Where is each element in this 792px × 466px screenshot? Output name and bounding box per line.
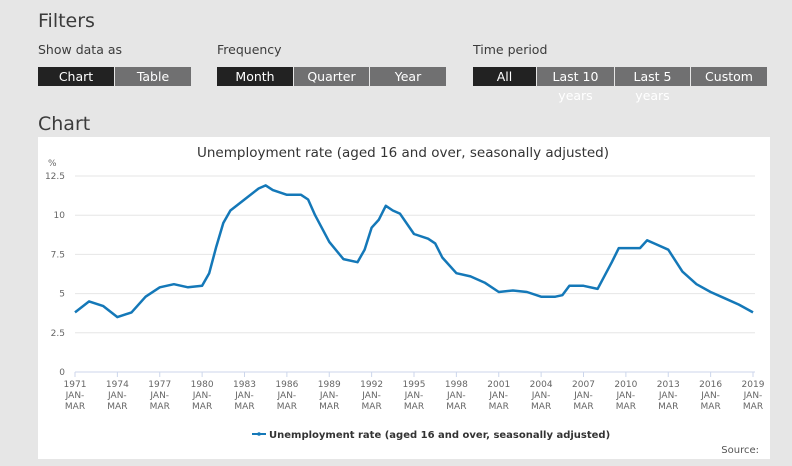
x-tick-sublabel: MAR bbox=[701, 402, 721, 412]
x-tick-label: 2004 bbox=[530, 380, 553, 390]
show-data-as-group: Chart Table bbox=[38, 67, 192, 86]
x-tick-label: 2007 bbox=[572, 380, 595, 390]
x-tick-sublabel: MAR bbox=[277, 402, 297, 412]
x-tick-sublabel: JAN- bbox=[700, 391, 720, 401]
x-tick-sublabel: JAN- bbox=[107, 391, 127, 401]
custom-button[interactable]: Custom bbox=[691, 67, 767, 86]
frequency-label: Frequency bbox=[217, 42, 282, 57]
x-tick-label: 1977 bbox=[148, 380, 171, 390]
x-tick-label: 1971 bbox=[64, 380, 87, 390]
month-button[interactable]: Month bbox=[217, 67, 293, 86]
x-tick-sublabel: JAN- bbox=[404, 391, 424, 401]
x-tick-label: 1989 bbox=[318, 380, 341, 390]
legend: Unemployment rate (aged 16 and over, sea… bbox=[252, 430, 610, 441]
chart-card: Unemployment rate (aged 16 and over, sea… bbox=[38, 137, 770, 459]
y-tick-label: 10 bbox=[54, 211, 66, 221]
x-tick-label: 1998 bbox=[445, 380, 468, 390]
y-axis-unit: % bbox=[48, 159, 57, 169]
x-tick-sublabel: MAR bbox=[489, 402, 509, 412]
chart-title: Unemployment rate (aged 16 and over, sea… bbox=[197, 145, 609, 161]
filters-heading: Filters bbox=[38, 10, 95, 32]
chart-view-button[interactable]: Chart bbox=[38, 67, 114, 86]
x-tick-sublabel: JAN- bbox=[488, 391, 508, 401]
y-tick-label: 12.5 bbox=[45, 172, 65, 182]
x-tick-label: 2016 bbox=[699, 380, 722, 390]
x-tick-sublabel: MAR bbox=[362, 402, 382, 412]
x-tick-sublabel: JAN- bbox=[743, 391, 763, 401]
x-tick-sublabel: MAR bbox=[658, 402, 678, 412]
x-tick-label: 1980 bbox=[191, 380, 214, 390]
x-tick-sublabel: JAN- bbox=[234, 391, 254, 401]
x-tick-sublabel: MAR bbox=[234, 402, 254, 412]
x-tick-sublabel: JAN- bbox=[573, 391, 593, 401]
x-tick-sublabel: MAR bbox=[616, 402, 636, 412]
x-tick-label: 2019 bbox=[742, 380, 765, 390]
x-tick-sublabel: JAN- bbox=[531, 391, 551, 401]
legend-marker-icon bbox=[257, 432, 261, 436]
x-tick-sublabel: MAR bbox=[573, 402, 593, 412]
x-tick-sublabel: MAR bbox=[65, 402, 85, 412]
x-tick-sublabel: MAR bbox=[446, 402, 466, 412]
quarter-button[interactable]: Quarter bbox=[294, 67, 369, 86]
y-tick-label: 0 bbox=[59, 368, 65, 378]
x-tick-sublabel: MAR bbox=[404, 402, 424, 412]
x-tick-label: 1995 bbox=[403, 380, 426, 390]
x-tick-label: 2013 bbox=[657, 380, 680, 390]
y-tick-label: 7.5 bbox=[51, 250, 65, 260]
x-tick-label: 2010 bbox=[614, 380, 637, 390]
chart-heading: Chart bbox=[38, 113, 91, 135]
unemployment-chart: Unemployment rate (aged 16 and over, sea… bbox=[45, 145, 765, 456]
time-period-group: All Last 10 years Last 5 years Custom bbox=[473, 67, 768, 103]
x-tick-sublabel: MAR bbox=[192, 402, 212, 412]
x-tick-sublabel: MAR bbox=[531, 402, 551, 412]
x-tick-label: 1992 bbox=[360, 380, 383, 390]
x-tick-sublabel: JAN- bbox=[192, 391, 212, 401]
y-tick-label: 2.5 bbox=[51, 329, 65, 339]
x-tick-sublabel: MAR bbox=[319, 402, 339, 412]
x-tick-sublabel: MAR bbox=[743, 402, 763, 412]
x-tick-sublabel: JAN- bbox=[319, 391, 339, 401]
time-period-label: Time period bbox=[473, 42, 548, 57]
x-tick-label: 2001 bbox=[487, 380, 510, 390]
x-tick-sublabel: JAN- bbox=[616, 391, 636, 401]
x-tick-label: 1986 bbox=[275, 380, 298, 390]
x-tick-sublabel: MAR bbox=[150, 402, 170, 412]
x-tick-sublabel: JAN- bbox=[65, 391, 85, 401]
frequency-group: Month Quarter Year bbox=[217, 67, 447, 86]
x-tick-sublabel: MAR bbox=[107, 402, 127, 412]
source-label: Source: bbox=[721, 445, 759, 456]
x-tick-sublabel: JAN- bbox=[658, 391, 678, 401]
x-tick-sublabel: JAN- bbox=[446, 391, 466, 401]
y-tick-label: 5 bbox=[59, 290, 65, 300]
x-tick-label: 1974 bbox=[106, 380, 129, 390]
table-view-button[interactable]: Table bbox=[115, 67, 191, 86]
legend-label: Unemployment rate (aged 16 and over, sea… bbox=[269, 430, 610, 441]
series-line bbox=[74, 184, 754, 319]
last-5-years-button[interactable]: Last 5 years bbox=[615, 67, 690, 103]
all-button[interactable]: All bbox=[473, 67, 536, 86]
x-tick-label: 1983 bbox=[233, 380, 256, 390]
x-tick-sublabel: JAN- bbox=[277, 391, 297, 401]
x-tick-sublabel: JAN- bbox=[361, 391, 381, 401]
year-button[interactable]: Year bbox=[370, 67, 446, 86]
x-tick-sublabel: JAN- bbox=[149, 391, 169, 401]
last-10-years-button[interactable]: Last 10 years bbox=[537, 67, 614, 103]
show-data-as-label: Show data as bbox=[38, 42, 123, 57]
